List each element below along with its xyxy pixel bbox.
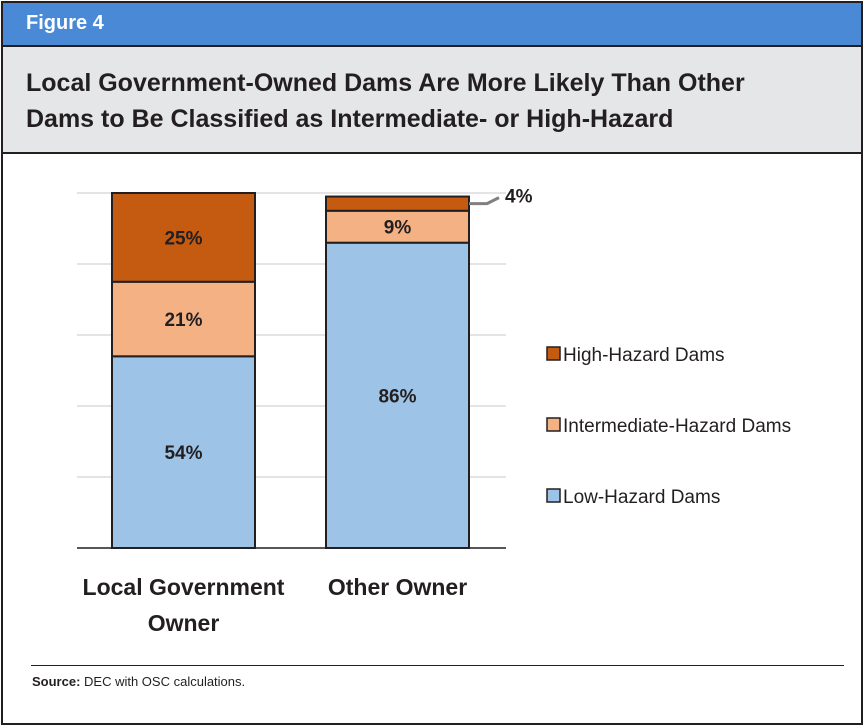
bar-segment-intermediate-hazard-dams xyxy=(111,280,256,358)
category-label: Owner xyxy=(148,610,220,636)
figure-label: Figure 4 xyxy=(26,12,104,34)
bar-segment-low-hazard-dams xyxy=(111,355,256,549)
bar-segment-high-hazard-dams xyxy=(325,195,470,212)
figure-header: Figure 4 xyxy=(3,3,861,47)
legend-swatch xyxy=(546,346,561,361)
legend-swatch xyxy=(546,488,561,503)
legend-label: Intermediate-Hazard Dams xyxy=(563,416,791,437)
category-label: Local Government xyxy=(83,574,285,600)
legend-label: Low-Hazard Dams xyxy=(563,487,720,508)
bar-segment-intermediate-hazard-dams xyxy=(325,209,470,244)
stacked-bar-chart: 54% 21% 25% Local Government Owner 86% 9% 4% Oth… xyxy=(77,187,791,636)
data-label-leader xyxy=(469,196,500,206)
source-divider xyxy=(31,665,844,666)
bar-segment-high-hazard-dams xyxy=(111,192,256,283)
data-label: 4% xyxy=(505,187,533,208)
category-label: Other Owner xyxy=(328,574,467,600)
data-label: 21% xyxy=(164,310,202,331)
source-note: Source: DEC with OSC calculations. xyxy=(32,674,245,689)
chart-title-line-1: Local Government-Owned Dams Are More Lik… xyxy=(26,69,745,97)
legend-label: High-Hazard Dams xyxy=(563,345,725,366)
title-box: Local Government-Owned Dams Are More Lik… xyxy=(3,47,861,154)
source-prefix: Source: xyxy=(32,674,81,689)
data-label: 25% xyxy=(164,228,202,249)
data-label: 54% xyxy=(164,443,202,464)
data-label: 86% xyxy=(378,386,416,407)
bar-segment-low-hazard-dams xyxy=(325,241,470,549)
chart-title-line-2: Dams to Be Classified as Intermediate- o… xyxy=(26,105,674,133)
data-label: 9% xyxy=(384,218,412,239)
source-text: DEC with OSC calculations. xyxy=(80,674,246,689)
legend-swatch xyxy=(546,417,561,432)
chart-title: Local Government-Owned Dams Are More Lik… xyxy=(26,65,846,137)
